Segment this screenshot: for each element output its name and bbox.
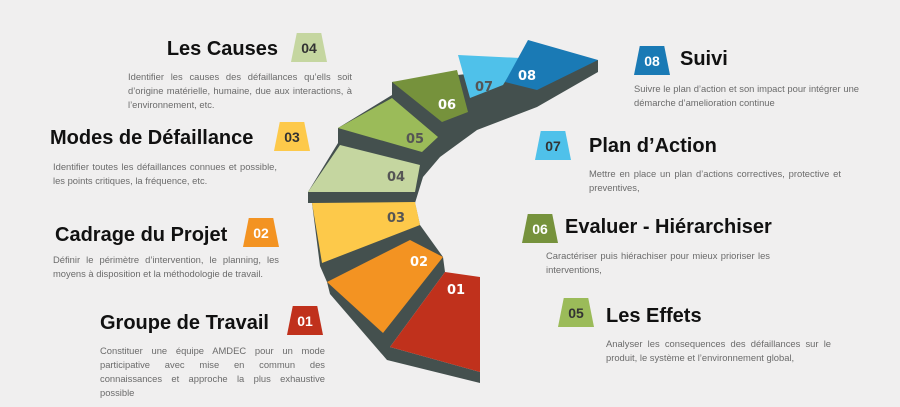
step-02-desc: Définir le périmètre d’intervention, le … [53, 254, 279, 279]
stair-label-07: 07 [475, 80, 493, 95]
stair-label-01: 01 [447, 283, 465, 298]
stair-label-08: 08 [518, 69, 536, 84]
stair-label-06: 06 [438, 98, 456, 113]
step-03-title: Modes de Défaillance [50, 127, 254, 149]
step-08-title: Suivi [680, 48, 728, 70]
step-08-badge: 08 [634, 46, 670, 75]
step-01-badge: 01 [287, 306, 323, 335]
step-07-badge: 07 [535, 131, 571, 160]
step-08-desc: Suivre le plan d’action et son impact po… [634, 83, 859, 108]
step-07-title: Plan d’Action [589, 135, 717, 157]
stair-step-08 [505, 40, 598, 90]
step-05-desc: Analyser les consequences des défaillanc… [606, 338, 831, 363]
step-05-badge: 05 [558, 298, 594, 327]
stair-step-07 [458, 55, 520, 98]
stair-step-03 [312, 202, 420, 263]
stair-label-04: 04 [387, 170, 405, 185]
step-01-title: Groupe de Travail [100, 312, 269, 334]
stair-step-01 [390, 272, 480, 372]
step-04-desc: Identifier les causes des défaillances q… [128, 71, 352, 110]
step-03-badge: 03 [274, 122, 310, 151]
step-06-desc: Caractériser puis hiérachiser pour mieux… [546, 250, 770, 275]
step-04-title: Les Causes [166, 38, 278, 60]
step-02-badge: 02 [243, 218, 279, 247]
stair-step-05 [338, 98, 438, 152]
stair-label-05: 05 [406, 132, 424, 147]
stair-label-03: 03 [387, 211, 405, 226]
step-03-desc: Identifier toutes les défaillances connu… [53, 161, 277, 186]
stair-label-02: 02 [410, 255, 428, 270]
step-02-title: Cadrage du Projet [55, 224, 228, 246]
stair-step-04 [308, 145, 420, 192]
step-01-desc: Constituer une équipe AMDEC pour un mode… [100, 345, 325, 398]
stair-step-06 [392, 70, 468, 122]
step-07-desc: Mettre en place un plan d’actions correc… [589, 168, 841, 193]
step-06-badge: 06 [522, 214, 558, 243]
step-04-badge: 04 [291, 33, 327, 62]
step-05-title: Les Effets [606, 305, 702, 327]
stair-step-02 [327, 240, 443, 333]
step-06-title: Evaluer - Hiérarchiser [565, 216, 772, 238]
